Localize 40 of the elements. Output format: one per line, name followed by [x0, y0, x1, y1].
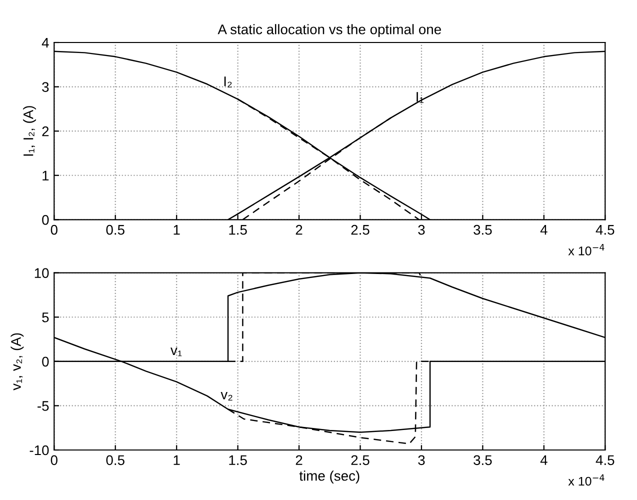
- x-tick-label: 3.5: [474, 455, 492, 466]
- x-tick-label: 4.5: [596, 225, 614, 235]
- annotation: v₁: [170, 348, 182, 356]
- text: x 10$^{−4}$: [568, 474, 604, 486]
- y-tick-label: 4: [42, 38, 49, 48]
- x-tick-label: 1: [174, 225, 180, 235]
- x-tick-label: 1: [174, 455, 180, 465]
- x-tick-label: 2: [296, 455, 302, 465]
- y-tick-label: 5: [42, 312, 49, 322]
- x-tick-label: 3: [418, 455, 425, 466]
- x-tick-label: 0.5: [106, 224, 124, 235]
- x-axis-title: time (sec): [299, 470, 360, 484]
- annotation: v₂: [220, 392, 232, 400]
- chart-title: A static allocation vs the optimal one: [218, 24, 441, 38]
- x-tick-label: 3.5: [474, 224, 492, 235]
- x-tick-label: 2.5: [351, 455, 370, 466]
- x-tick-label: 1.5: [229, 225, 247, 235]
- x-tick-label: 4.5: [596, 455, 614, 466]
- y-tick-label: -10: [30, 445, 49, 456]
- annotation: I₂: [224, 76, 232, 88]
- y-tick-label: 0: [42, 215, 49, 225]
- x-tick-label: 2: [296, 224, 302, 235]
- y-tick-label: -5: [38, 401, 49, 411]
- y-axis-title: I₁, I₂, (A): [23, 106, 36, 156]
- y-tick-label: 2: [42, 126, 49, 136]
- y-axis-title: v₁, v₂, (A): [10, 333, 24, 390]
- x-tick-label: 3: [418, 224, 425, 235]
- x-tick-label: 0: [50, 455, 58, 466]
- x-tick-label: 4: [540, 455, 548, 465]
- x-tick-label: 1.5: [229, 455, 247, 466]
- y-tick-label: 10: [34, 268, 49, 278]
- x-tick-label: 2.5: [351, 224, 370, 235]
- y-tick-label: 3: [42, 82, 49, 92]
- y-tick-label: 1: [42, 170, 49, 180]
- y-tick-label: 0: [42, 356, 49, 367]
- x-tick-label: 0.5: [106, 455, 124, 466]
- text: x 10$^{−4}$: [568, 244, 604, 256]
- x-tick-label: 0: [50, 224, 58, 235]
- annotation: I₁: [416, 92, 424, 103]
- x-tick-label: 4: [540, 225, 548, 235]
